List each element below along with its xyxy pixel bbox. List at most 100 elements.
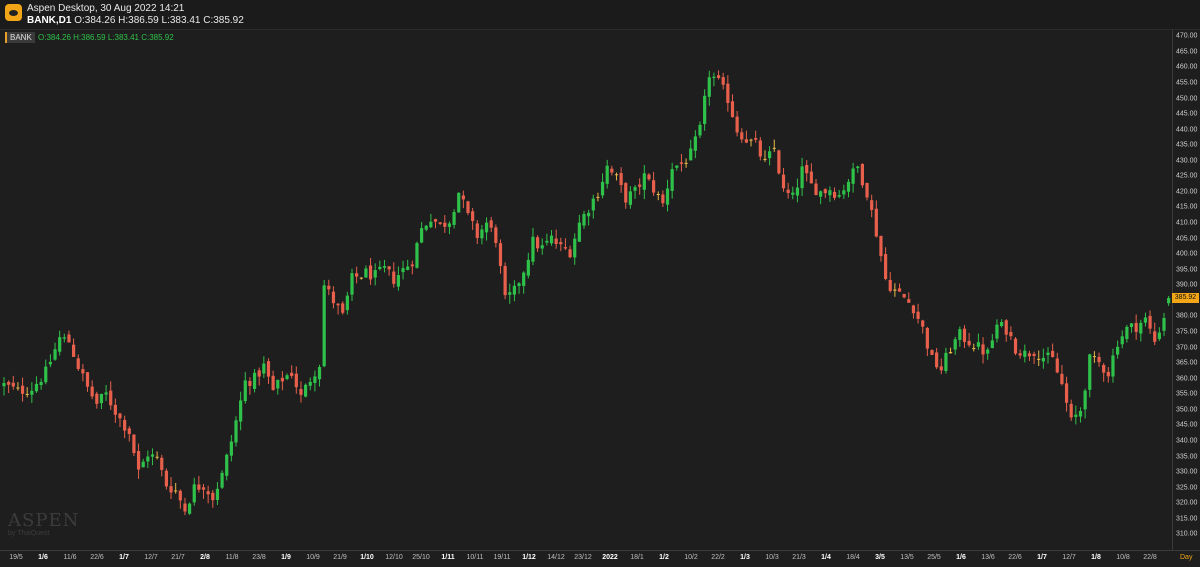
candle-body: [20, 385, 25, 394]
candle: [972, 343, 976, 352]
candle-body: [243, 380, 247, 402]
price-tick: 445.00: [1176, 110, 1198, 118]
candle: [503, 262, 507, 300]
candle: [174, 482, 178, 494]
candle-body: [424, 225, 428, 230]
candle: [1046, 347, 1050, 364]
candle: [703, 89, 707, 131]
candle: [429, 213, 433, 229]
price-tick: 355.00: [1176, 390, 1198, 398]
candle-body: [921, 320, 925, 327]
time-tick: 1/12: [522, 554, 536, 561]
candle-body: [271, 375, 275, 390]
candle-body: [308, 381, 312, 386]
candle-body: [832, 191, 837, 198]
candle: [1064, 376, 1069, 412]
candle: [406, 259, 410, 271]
candle: [823, 188, 827, 199]
candle: [192, 477, 196, 506]
candle-body: [800, 166, 804, 189]
chart-plot-area[interactable]: [0, 30, 1172, 550]
candle: [81, 364, 85, 382]
candle: [628, 186, 632, 209]
candle-body: [545, 240, 549, 243]
candle-body: [610, 168, 614, 173]
current-price-tag: 385.92: [1172, 293, 1199, 304]
candle-body: [53, 349, 57, 360]
candle: [290, 365, 294, 379]
candle: [48, 354, 52, 368]
candle-body: [930, 349, 934, 355]
time-tick: 1/7: [119, 554, 129, 561]
candle: [136, 443, 141, 479]
candle: [730, 94, 735, 118]
candle: [545, 233, 549, 246]
time-tick: 11/8: [225, 554, 239, 561]
candle-body: [345, 295, 349, 311]
candle-body: [1116, 346, 1120, 355]
candle-body: [633, 187, 637, 191]
candle-body: [665, 188, 670, 205]
candle-body: [2, 383, 6, 387]
candle: [368, 257, 373, 285]
candle: [781, 167, 786, 192]
candle-body: [809, 171, 813, 184]
candle: [1125, 324, 1129, 343]
candle: [559, 237, 563, 252]
timeframe-unit-label[interactable]: Day: [1180, 554, 1193, 561]
candle-body: [772, 147, 776, 149]
candle-body: [164, 470, 168, 487]
time-axis[interactable]: Day 19/5 1/6 11/6 22/6 1/7 12/7 21/7 2/8 11/8 23/…: [0, 550, 1200, 567]
price-tick: 425.00: [1176, 172, 1198, 180]
candle: [1167, 295, 1171, 306]
candle: [726, 75, 730, 112]
time-tick: 10/3: [765, 554, 779, 561]
ohlc-readout: O:384.26 H:386.59 L:383.41 C:385.92: [74, 15, 244, 26]
candle: [58, 330, 62, 356]
candle-body: [1153, 331, 1157, 342]
candle: [749, 138, 753, 147]
time-tick: 14/12: [547, 554, 565, 561]
candle: [285, 373, 289, 381]
candle: [243, 372, 247, 404]
candle: [1013, 336, 1018, 356]
price-tick: 415.00: [1176, 203, 1198, 211]
candle-body: [559, 242, 563, 245]
candle-body: [494, 227, 498, 244]
price-axis[interactable]: 310.00 315.00 320.00 325.00 330.00 335.00 340.…: [1172, 30, 1200, 550]
time-tick: 10/2: [684, 554, 698, 561]
candle-body: [322, 285, 326, 367]
candle: [355, 266, 359, 284]
candle-body: [136, 451, 141, 470]
candle-body: [814, 183, 818, 196]
candle-body: [1037, 358, 1041, 360]
price-tick: 365.00: [1176, 359, 1198, 367]
legend-symbol[interactable]: BANK: [5, 32, 35, 43]
candle: [262, 356, 266, 378]
time-tick: 12/10: [385, 554, 403, 561]
candle-body: [554, 238, 558, 245]
candle-body: [341, 303, 345, 313]
candle-body: [406, 266, 410, 270]
candle: [1009, 326, 1013, 340]
candle: [1041, 348, 1045, 369]
candle-body: [1088, 354, 1092, 390]
candle-body: [953, 339, 957, 350]
candle-body: [786, 189, 790, 194]
aspen-logo-icon[interactable]: [5, 4, 22, 21]
candle: [299, 381, 303, 403]
candle-body: [726, 83, 730, 104]
candle-body: [229, 441, 233, 456]
candle: [104, 384, 108, 401]
candle: [772, 139, 776, 152]
candle: [225, 453, 229, 481]
candle: [373, 263, 377, 286]
candle: [846, 179, 851, 198]
candle: [995, 319, 999, 343]
candle: [322, 280, 326, 368]
candle-body: [1125, 326, 1129, 340]
price-tick: 315.00: [1176, 515, 1198, 523]
candle: [568, 245, 572, 259]
candle-body: [188, 503, 192, 514]
